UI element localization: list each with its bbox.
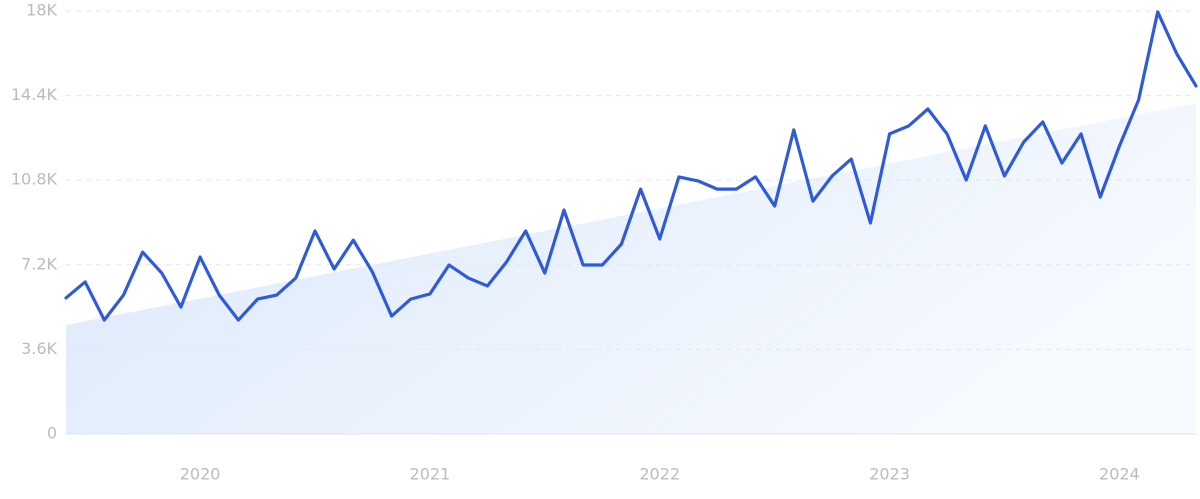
y-tick-label: 0 — [47, 424, 57, 443]
x-tick-label: 2023 — [869, 465, 910, 484]
x-tick-label: 2022 — [639, 465, 680, 484]
line-series — [64, 10, 1198, 322]
y-tick-label: 18K — [26, 1, 57, 20]
y-tick-label: 14.4K — [11, 85, 58, 104]
y-tick-label: 7.2K — [21, 254, 57, 273]
x-tick-label: 2021 — [410, 465, 451, 484]
y-tick-label: 10.8K — [11, 170, 58, 189]
trend-area — [66, 103, 1196, 435]
x-tick-label: 2020 — [180, 465, 221, 484]
x-tick-label: 2024 — [1099, 465, 1140, 484]
y-tick-label: 3.6K — [21, 339, 57, 358]
